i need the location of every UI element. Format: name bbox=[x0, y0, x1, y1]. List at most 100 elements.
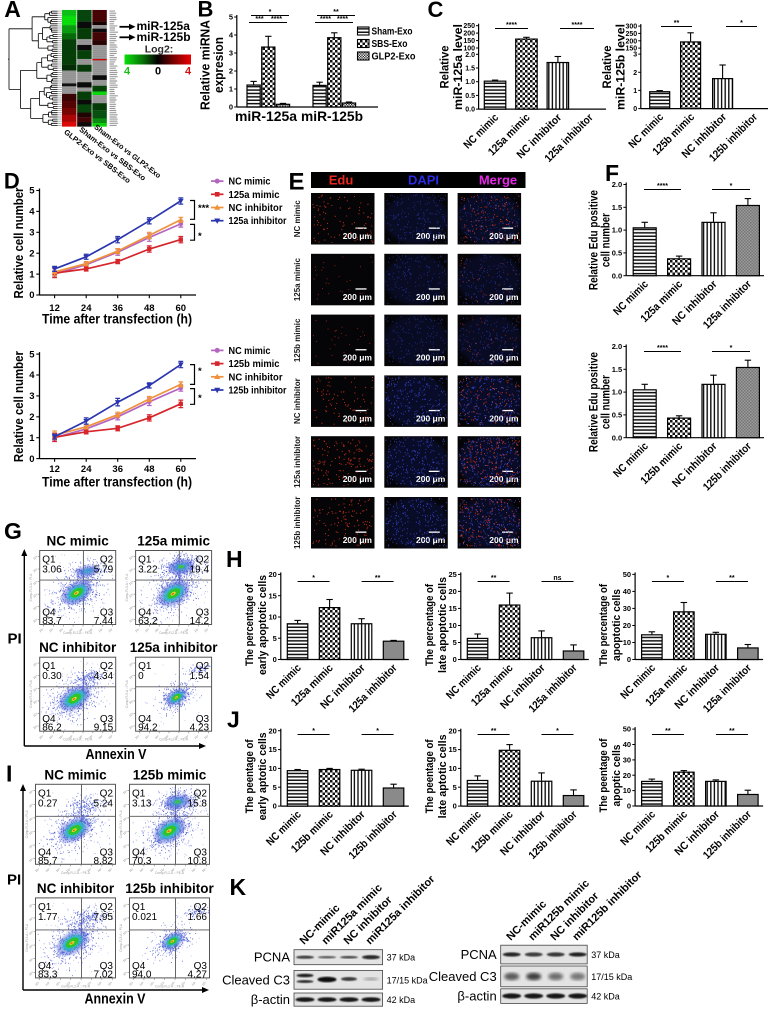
svg-text:125b mimic: 125b mimic bbox=[229, 358, 280, 370]
svg-text:200 μm: 200 μm bbox=[489, 535, 519, 545]
svg-text:The percentage of: The percentage of bbox=[244, 584, 256, 666]
svg-text:Comp-FL2-A :: PE-A: Comp-FL2-A :: PE-A bbox=[63, 631, 93, 635]
svg-text:17/15 kDa: 17/15 kDa bbox=[591, 972, 632, 982]
svg-text:10³: 10³ bbox=[32, 674, 38, 680]
svg-text:apoptic cells: apoptic cells bbox=[611, 745, 623, 807]
svg-text:The peentage of: The peentage of bbox=[424, 739, 436, 813]
svg-text:200 μm: 200 μm bbox=[489, 353, 519, 363]
svg-text:Q1: Q1 bbox=[138, 661, 152, 672]
svg-text:*: * bbox=[667, 575, 670, 582]
svg-text:NC mimic: NC mimic bbox=[44, 767, 107, 782]
svg-text:4.34: 4.34 bbox=[94, 671, 114, 682]
svg-text:200 μm: 200 μm bbox=[416, 231, 446, 241]
svg-text:10.8: 10.8 bbox=[188, 856, 208, 867]
svg-text:10³: 10³ bbox=[128, 593, 134, 599]
svg-text:0.5: 0.5 bbox=[465, 93, 475, 100]
svg-text:10³: 10³ bbox=[122, 930, 128, 936]
svg-text:G: G bbox=[4, 518, 22, 544]
svg-text:Q2: Q2 bbox=[194, 902, 208, 913]
svg-text:5: 5 bbox=[453, 638, 457, 647]
svg-text:Comp-FL3-A :: PI-A: Comp-FL3-A :: PI-A bbox=[119, 810, 123, 839]
svg-text:The peentage of: The peentage of bbox=[244, 739, 256, 813]
svg-text:Relative: Relative bbox=[600, 45, 614, 88]
svg-text:2: 2 bbox=[29, 412, 34, 423]
svg-text:*: * bbox=[740, 20, 743, 27]
svg-text:10³: 10³ bbox=[88, 734, 94, 740]
svg-text:125b inhibitor: 125b inhibitor bbox=[293, 497, 302, 549]
svg-text:10³: 10³ bbox=[68, 628, 74, 634]
svg-text:Q2: Q2 bbox=[100, 788, 114, 799]
svg-text:The peentage of: The peentage of bbox=[598, 738, 610, 812]
svg-text:Q4: Q4 bbox=[42, 608, 56, 619]
svg-text:Q2: Q2 bbox=[196, 661, 210, 672]
svg-text:10³: 10³ bbox=[55, 981, 61, 987]
svg-text:H: H bbox=[226, 546, 243, 572]
svg-text:2.0: 2.0 bbox=[465, 52, 475, 59]
svg-text:5: 5 bbox=[273, 783, 277, 792]
svg-text:20: 20 bbox=[268, 726, 276, 735]
svg-text:10³: 10³ bbox=[28, 930, 34, 936]
svg-text:C: C bbox=[428, 0, 444, 22]
svg-text:0: 0 bbox=[138, 671, 144, 682]
svg-text:5.79: 5.79 bbox=[94, 565, 114, 576]
svg-text:10³: 10³ bbox=[107, 867, 113, 873]
svg-text:9.15: 9.15 bbox=[94, 723, 114, 734]
svg-text:Sham-Exo: Sham-Exo bbox=[372, 26, 413, 38]
svg-text:4.27: 4.27 bbox=[188, 969, 208, 980]
svg-text:0.0: 0.0 bbox=[465, 107, 475, 114]
svg-text:250: 250 bbox=[463, 23, 475, 30]
svg-text:1.77: 1.77 bbox=[38, 912, 58, 923]
svg-text:5: 5 bbox=[273, 634, 277, 643]
svg-text:40: 40 bbox=[623, 587, 631, 596]
svg-text:0.30: 0.30 bbox=[42, 671, 62, 682]
svg-text:10³: 10³ bbox=[28, 844, 34, 850]
svg-text:10³: 10³ bbox=[32, 699, 38, 705]
svg-text:*: * bbox=[730, 345, 733, 352]
svg-text:4: 4 bbox=[124, 66, 131, 78]
svg-text:42 kDa: 42 kDa bbox=[387, 995, 416, 1005]
svg-text:10³: 10³ bbox=[76, 867, 82, 873]
svg-text:300: 300 bbox=[626, 24, 638, 31]
svg-text:B: B bbox=[198, 0, 214, 22]
svg-text:**: ** bbox=[729, 728, 735, 735]
svg-text:10³: 10³ bbox=[28, 789, 34, 795]
svg-text:20: 20 bbox=[448, 726, 456, 735]
svg-text:15.8: 15.8 bbox=[188, 798, 208, 809]
svg-text:125b inhibitor: 125b inhibitor bbox=[229, 385, 287, 397]
svg-text:PCNA: PCNA bbox=[254, 950, 290, 965]
svg-text:Q1: Q1 bbox=[132, 788, 146, 799]
svg-text:10³: 10³ bbox=[191, 981, 197, 987]
svg-text:10: 10 bbox=[448, 621, 456, 630]
svg-text:200 μm: 200 μm bbox=[343, 474, 373, 484]
svg-text:10: 10 bbox=[623, 786, 631, 795]
svg-text:10³: 10³ bbox=[32, 555, 38, 561]
svg-text:125a mimic: 125a mimic bbox=[293, 257, 302, 301]
svg-text:Q1: Q1 bbox=[38, 902, 52, 913]
svg-text:10³: 10³ bbox=[122, 957, 128, 963]
svg-text:*: * bbox=[198, 366, 202, 377]
svg-text:10³: 10³ bbox=[45, 867, 51, 873]
svg-text:7.44: 7.44 bbox=[94, 616, 114, 627]
svg-text:1.0: 1.0 bbox=[612, 226, 622, 235]
svg-text:NC inhibitor: NC inhibitor bbox=[229, 202, 283, 214]
svg-text:NC inhibitor: NC inhibitor bbox=[37, 881, 115, 896]
svg-text:10³: 10³ bbox=[107, 734, 113, 740]
svg-text:PI: PI bbox=[7, 872, 21, 889]
svg-text:10³: 10³ bbox=[122, 844, 128, 850]
svg-text:NC mimic: NC mimic bbox=[229, 345, 271, 357]
svg-text:Q4: Q4 bbox=[138, 714, 152, 725]
svg-text:200: 200 bbox=[626, 38, 638, 45]
svg-text:0.0: 0.0 bbox=[612, 271, 622, 280]
svg-text:cell number: cell number bbox=[599, 213, 613, 267]
svg-text:The percentage of: The percentage of bbox=[424, 584, 436, 666]
svg-text:10³: 10³ bbox=[128, 699, 134, 705]
svg-text:0: 0 bbox=[453, 655, 457, 664]
svg-text:*: * bbox=[730, 183, 733, 190]
svg-text:200 μm: 200 μm bbox=[489, 474, 519, 484]
svg-text:****: **** bbox=[572, 22, 583, 29]
svg-text:D: D bbox=[4, 169, 20, 194]
svg-text:10³: 10³ bbox=[32, 580, 38, 586]
svg-text:1.0: 1.0 bbox=[465, 79, 475, 86]
svg-text:125b inhibitor: 125b inhibitor bbox=[125, 881, 214, 896]
svg-text:1: 1 bbox=[633, 88, 637, 95]
